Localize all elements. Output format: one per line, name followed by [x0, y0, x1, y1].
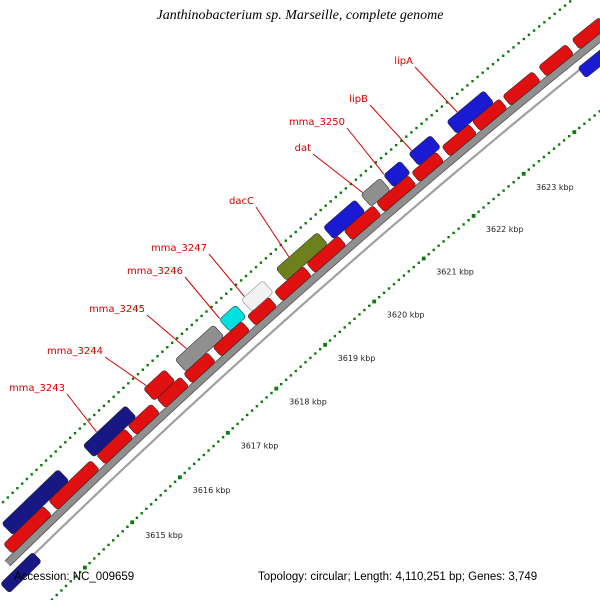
gene-label-lipB[interactable]: lipB	[349, 94, 368, 105]
backbone-arc	[4, 33, 600, 566]
gene-features	[0, 17, 600, 593]
leader-line-mma_3243	[66, 393, 97, 433]
gene-dat[interactable]	[361, 178, 391, 207]
gene-mma_3247[interactable]	[241, 281, 273, 312]
gene-box[interactable]	[376, 175, 416, 212]
ruler-tick-labels: 3615 kbp 3616 kbp 3617 kbp 3618 kbp 3619 kbp…	[145, 183, 574, 540]
genome-summary: Topology: circular; Length: 4,110,251 bp…	[258, 571, 538, 583]
outer-border-dots	[1, 0, 572, 504]
gene-mma_3245[interactable]	[175, 325, 224, 372]
gene-box[interactable]	[442, 124, 477, 157]
gene-dacC[interactable]	[276, 232, 328, 280]
gene-box[interactable]	[578, 33, 600, 78]
divider-arc	[15, 51, 600, 573]
leader-line-dat	[312, 153, 363, 193]
gene-box[interactable]	[2, 469, 69, 535]
gene-mma_3250[interactable]	[383, 161, 410, 188]
gene-box[interactable]	[48, 460, 99, 510]
leader-line-lipA	[414, 66, 458, 113]
tick-label-3616: 3616 kbp	[193, 486, 231, 495]
gene-label-lipA[interactable]: lipA	[394, 56, 413, 67]
gene-label-dacC[interactable]: dacC	[229, 196, 254, 207]
leader-line-mma_3250	[346, 127, 385, 175]
backbone-inner-edge	[9, 41, 600, 567]
gene-label-mma_3245[interactable]: mma_3245	[89, 304, 145, 315]
leader-line-mma_3245	[146, 314, 187, 349]
leader-line-mma_3244	[104, 356, 147, 387]
gene-label-mma_3244[interactable]: mma_3244	[47, 346, 103, 357]
tick-label-3621: 3621 kbp	[436, 268, 474, 277]
gene-mma_3244[interactable]	[143, 370, 175, 401]
gene-lipA[interactable]	[447, 91, 495, 134]
gene-label-mma_3247[interactable]: mma_3247	[151, 243, 207, 254]
gene-box[interactable]	[213, 321, 250, 357]
tick-label-3618: 3618 kbp	[289, 398, 327, 407]
gene-mma_3243[interactable]	[83, 406, 137, 458]
gene-label-mma_3243[interactable]: mma_3243	[9, 383, 65, 394]
tick-label-3615: 3615 kbp	[145, 531, 183, 540]
gene-box[interactable]	[503, 71, 541, 106]
ruler-dots	[50, 110, 600, 600]
tick-label-3619: 3619 kbp	[338, 354, 376, 363]
tick-label-3617: 3617 kbp	[241, 442, 279, 451]
gene-mma_3246[interactable]	[219, 305, 246, 332]
tick-label-3623: 3623 kbp	[536, 183, 574, 192]
gene-lipB[interactable]	[409, 135, 441, 166]
gene-callouts: mma_3243 mma_3244 mma_3245 mma_3246 mma_3247…	[9, 56, 458, 433]
gene-box[interactable]	[572, 17, 600, 49]
tick-label-3622: 3622 kbp	[486, 225, 524, 234]
gene-box[interactable]	[0, 552, 41, 593]
gene-label-mma_3250[interactable]: mma_3250	[289, 117, 345, 128]
leader-line-dacC	[255, 206, 290, 257]
gene-box[interactable]	[323, 200, 365, 240]
gene-box[interactable]	[538, 44, 574, 76]
map-title: Janthinobacterium sp. Marseille, complet…	[156, 8, 444, 23]
gene-label-dat[interactable]: dat	[295, 143, 311, 154]
accession-label: Accession: NC_009659	[14, 571, 135, 583]
gene-label-mma_3246[interactable]: mma_3246	[127, 266, 183, 277]
leader-line-mma_3246	[184, 276, 220, 319]
gene-box[interactable]	[128, 404, 160, 435]
tick-label-3620: 3620 kbp	[387, 311, 425, 320]
leader-line-lipB	[369, 104, 412, 151]
leader-line-mma_3247	[208, 253, 245, 297]
